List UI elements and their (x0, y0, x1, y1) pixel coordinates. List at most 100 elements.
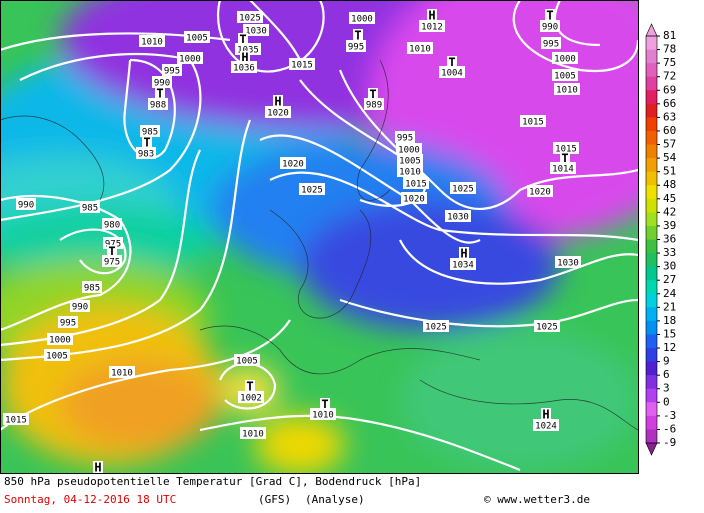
footer-credit: © www.wetter3.de (484, 493, 590, 506)
colorbar-segment (646, 334, 657, 349)
label-box (427, 9, 437, 21)
isobar-label: 990 (542, 23, 558, 33)
label-box (47, 333, 73, 345)
pressure-center: H (460, 247, 467, 261)
label-box (245, 380, 255, 392)
label-box (368, 88, 378, 100)
label-box (162, 64, 182, 76)
colorbar-segment (646, 76, 657, 91)
footer-title: 850 hPa pseudopotentielle Temperatur [Gr… (4, 475, 421, 488)
colorbar-label: 15 (663, 327, 676, 340)
label-box (346, 40, 366, 52)
colorbar-segment (646, 307, 657, 322)
isobar-label: 983 (138, 150, 154, 160)
isobar-label: 1020 (267, 109, 289, 119)
colorbar-label: 48 (663, 178, 676, 191)
footer-date: Sonntag, 04-12-2016 18 UTC (4, 493, 176, 506)
label-box (552, 52, 578, 64)
colorbar-label: 66 (663, 97, 676, 110)
label-box (44, 349, 70, 361)
colorbar-label: -9 (663, 436, 676, 449)
label-box (238, 33, 248, 45)
colorbar-segment (646, 130, 657, 146)
colorbar-segment (646, 36, 657, 51)
label-box (265, 106, 291, 118)
label-box (238, 391, 264, 403)
colorbar-label: 69 (663, 83, 676, 96)
colorbar-label: 63 (663, 110, 676, 123)
label-box (450, 182, 476, 194)
isobar-label: 1000 (554, 55, 576, 65)
isobar-label: 1000 (398, 146, 420, 156)
label-box (109, 366, 135, 378)
isobar-label: 1000 (179, 55, 201, 65)
label-box (289, 58, 315, 70)
colorbar-label: 78 (663, 43, 676, 56)
isobar-label: 985 (82, 204, 98, 214)
colorbar-segment (646, 212, 657, 227)
isobar-label: 995 (397, 134, 413, 144)
label-box (136, 147, 156, 159)
colorbar-label: 18 (663, 314, 676, 327)
colorbar-label: 27 (663, 273, 676, 286)
colorbar-segment (646, 239, 657, 254)
isobar-label: 1015 (522, 118, 544, 128)
isobars (0, 0, 638, 472)
colorbar-label: 24 (663, 287, 677, 300)
colorbar-segment (646, 348, 657, 363)
label-box (541, 408, 551, 420)
colorbar-label: 75 (663, 56, 676, 69)
colorbar-label: 9 (663, 355, 670, 368)
isobar-label: 985 (84, 284, 100, 294)
isobar-label: 1015 (5, 416, 27, 426)
colorbar-segment (646, 402, 657, 417)
colorbar-label: 45 (663, 192, 676, 205)
isobar-label: 1005 (186, 34, 208, 44)
label-box (364, 98, 384, 110)
map-area: 1010 10051000995990T988985T98310251030T10… (0, 0, 638, 473)
label-box (234, 354, 260, 366)
label-box (545, 9, 555, 21)
isobar-label: 1025 (452, 185, 474, 195)
isobar-label: 1005 (399, 157, 421, 167)
colorbar-segment (646, 171, 657, 186)
label-box (3, 413, 29, 425)
label-box (177, 52, 203, 64)
label-box (139, 35, 165, 47)
label-box (552, 69, 578, 81)
isobar-label: 1034 (452, 261, 474, 271)
label-box (527, 185, 553, 197)
label-box (445, 210, 471, 222)
pressure-center: T (354, 29, 361, 43)
colorbar-label: 42 (663, 205, 676, 218)
label-box (401, 192, 427, 204)
label-box (155, 87, 165, 99)
label-box (140, 125, 160, 137)
colorbar-label: 51 (663, 165, 676, 178)
colorbar-label: 12 (663, 341, 676, 354)
pressure-center: H (241, 51, 248, 65)
isobar-label: 1005 (554, 72, 576, 82)
pressure-center: T (369, 88, 376, 102)
isobar-label: 1030 (245, 27, 267, 37)
isobar-label: 975 (105, 240, 121, 250)
pressure-center: T (143, 136, 150, 150)
footer-run: (Analyse) (305, 493, 365, 506)
label-box (16, 198, 36, 210)
label-box (107, 245, 117, 257)
colorbar-segment (646, 225, 657, 240)
colorbar-frame (645, 35, 658, 444)
pressure-center: H (428, 9, 435, 23)
label-box (554, 83, 580, 95)
colorbar-segment (646, 266, 657, 281)
pressure-center: T (239, 33, 246, 47)
isobar-label: 1030 (557, 259, 579, 269)
pressure-center: T (448, 56, 455, 70)
label-box (534, 320, 560, 332)
pressure-center: T (156, 87, 163, 101)
label-box (403, 177, 429, 189)
label-box (450, 258, 476, 270)
pressure-center: H (274, 95, 281, 109)
pressure-labels: 1010 10051000995990T988985T98310251030T10… (3, 9, 581, 473)
label-box (82, 281, 102, 293)
